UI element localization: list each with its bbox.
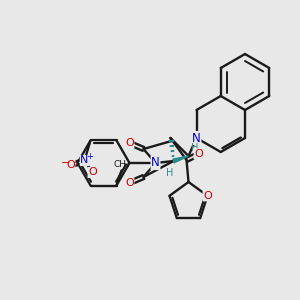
Text: +: + <box>86 152 93 161</box>
Text: O: O <box>125 138 134 148</box>
Text: O: O <box>194 149 203 159</box>
Text: O: O <box>88 167 97 178</box>
Text: CH₃: CH₃ <box>113 160 130 169</box>
Text: O: O <box>66 160 75 170</box>
Text: H: H <box>191 143 198 153</box>
Text: −: − <box>61 158 70 169</box>
Text: N: N <box>151 157 160 169</box>
Polygon shape <box>173 156 188 163</box>
Text: O: O <box>125 178 134 188</box>
Text: H: H <box>166 168 173 178</box>
Text: N: N <box>192 131 201 145</box>
Text: O: O <box>203 191 212 201</box>
Text: N: N <box>80 155 89 166</box>
